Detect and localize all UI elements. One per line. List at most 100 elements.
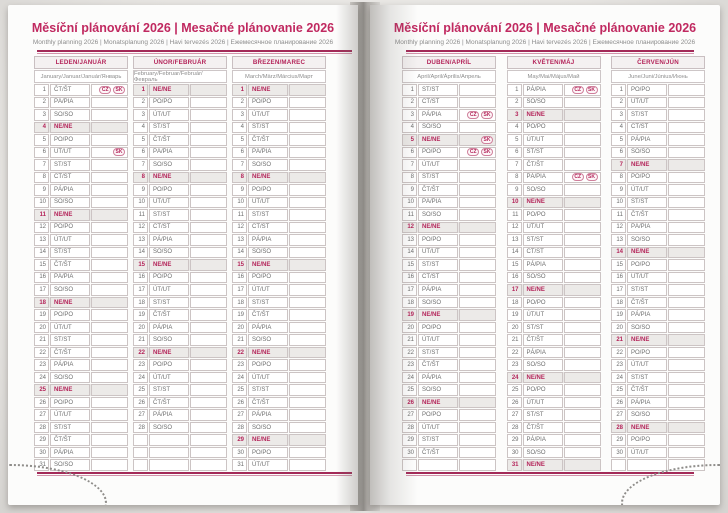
day-notes-cell	[190, 246, 227, 259]
day-row: 24 NE/NE	[506, 371, 601, 384]
day-number: 7	[232, 159, 247, 171]
day-notes-cell	[91, 346, 128, 359]
day-number: 1	[34, 84, 49, 96]
day-notes-cell	[91, 109, 128, 121]
day-name: PÁ/PIA	[149, 321, 189, 334]
day-row: 21 ČT/ŠT	[506, 334, 601, 346]
day-row: 11 ST/ST	[133, 209, 227, 221]
day-number: 13	[34, 234, 49, 246]
day-number: 18	[232, 296, 247, 309]
day-notes-cell	[563, 209, 601, 221]
day-number: 18	[506, 296, 522, 309]
day-notes-cell	[668, 296, 705, 309]
day-name: ST/ST	[627, 371, 667, 384]
holiday-badge-cz: CZ	[571, 85, 584, 94]
day-number: 7	[506, 159, 522, 171]
month-day-rows: 1 PO/PO 2 ÚT/UT 3 ST/ST 4 ČT/ŠT 5 PÁ/PIA 6 SO/SO 7 NE…	[611, 84, 705, 471]
day-name: PÁ/PIA	[522, 171, 563, 184]
day-name: SO/SO	[149, 246, 189, 259]
day-notes-cell	[190, 121, 227, 134]
day-name: ČT/ŠT	[627, 384, 667, 396]
day-notes-cell	[668, 434, 705, 446]
day-row: 14 ÚT/UT	[402, 246, 496, 259]
day-name: PO/PO	[627, 171, 667, 184]
months-row: LEDEN/JANUÁR January/Januar/Január/Январь…	[34, 56, 326, 471]
day-notes-cell	[563, 434, 601, 446]
day-row: 24 ST/ST	[611, 371, 705, 384]
day-name: ČT/ŠT	[50, 434, 90, 446]
month-day-rows: 1 NE/NE 2 PO/PO 3 ÚT/UT 4 ST/ST 5 ČT/ŠT 6 PÁ/PIA 7 SO…	[232, 84, 326, 471]
holiday-badge-cz: CZ	[99, 85, 112, 94]
day-notes-cell	[459, 396, 496, 409]
day-name: PÁ/PIA	[627, 396, 667, 409]
day-number: 26	[402, 396, 417, 409]
day-name: PO/PO	[248, 359, 288, 371]
day-row: 29 PÁ/PIA	[506, 434, 601, 446]
day-notes-cell	[289, 196, 326, 209]
day-row: 9 PO/PO	[232, 184, 326, 196]
day-row: 29 ST/ST	[402, 434, 496, 446]
day-row: 8 PÁ/PIA CZ SK	[506, 171, 601, 184]
day-name: ČT/ŠT	[418, 271, 458, 284]
day-name	[149, 459, 189, 471]
day-row: 10 ST/ST	[611, 196, 705, 209]
month-table-january: LEDEN/JANUÁR January/Januar/Január/Январь…	[34, 56, 128, 471]
day-notes-cell	[563, 409, 601, 421]
day-number: 13	[402, 234, 417, 246]
day-notes-cell	[459, 271, 496, 284]
day-notes-cell	[190, 371, 227, 384]
day-row: 11 NE/NE	[34, 209, 128, 221]
day-row: 28 ČT/ŠT	[506, 421, 601, 434]
day-notes-cell	[289, 246, 326, 259]
day-notes-cell	[91, 309, 128, 321]
day-name: PO/PO	[418, 146, 458, 159]
holiday-badge-cz: CZ	[467, 148, 480, 157]
day-number: 24	[34, 371, 49, 384]
day-name: SO/SO	[149, 159, 189, 171]
day-number: 9	[402, 184, 417, 196]
day-notes-cell	[289, 321, 326, 334]
day-notes-cell	[91, 321, 128, 334]
day-row: 20 PO/PO	[402, 321, 496, 334]
day-row: 11 SO/SO	[402, 209, 496, 221]
day-row: 20 ST/ST	[506, 321, 601, 334]
day-number: 12	[133, 221, 148, 234]
day-row: 13 PÁ/PIA	[133, 234, 227, 246]
day-notes-cell	[563, 271, 601, 284]
day-number: 13	[611, 234, 626, 246]
day-notes-cell	[563, 371, 601, 384]
gutter-shadow	[336, 5, 358, 505]
day-number: 28	[232, 421, 247, 434]
day-name: ČT/ŠT	[418, 184, 458, 196]
day-number: 16	[34, 271, 49, 284]
day-row: 10 ÚT/UT	[232, 196, 326, 209]
day-row	[402, 459, 496, 471]
day-notes-cell	[668, 284, 705, 296]
day-name: NE/NE	[50, 384, 90, 396]
day-number: 14	[611, 246, 626, 259]
day-notes-cell	[563, 384, 601, 396]
day-row: 7 SO/SO	[133, 159, 227, 171]
day-name: SO/SO	[418, 384, 458, 396]
day-row: 24 PÁ/PIA	[402, 371, 496, 384]
page-right: Měsíční plánování 2026 | Mesačné plánova…	[370, 5, 720, 505]
day-row: 7 ST/ST	[34, 159, 128, 171]
day-notes-cell	[190, 146, 227, 159]
day-row: 22 NE/NE	[133, 346, 227, 359]
day-name: ÚT/UT	[149, 371, 189, 384]
day-name: SO/SO	[50, 284, 90, 296]
day-name: PÁ/PIA	[248, 409, 288, 421]
day-number: 26	[34, 396, 49, 409]
day-name: PO/PO	[522, 209, 563, 221]
day-number: 24	[232, 371, 247, 384]
day-row: 19 ČT/ŠT	[133, 309, 227, 321]
day-number: 25	[611, 384, 626, 396]
day-number: 15	[402, 259, 417, 271]
day-row: 8 ST/ST	[402, 171, 496, 184]
day-name: NE/NE	[418, 221, 458, 234]
day-number: 22	[506, 346, 522, 359]
day-name: ČT/ŠT	[522, 421, 563, 434]
day-row: 20 SO/SO	[611, 321, 705, 334]
day-row: 27 ST/ST	[506, 409, 601, 421]
day-name: SO/SO	[248, 159, 288, 171]
